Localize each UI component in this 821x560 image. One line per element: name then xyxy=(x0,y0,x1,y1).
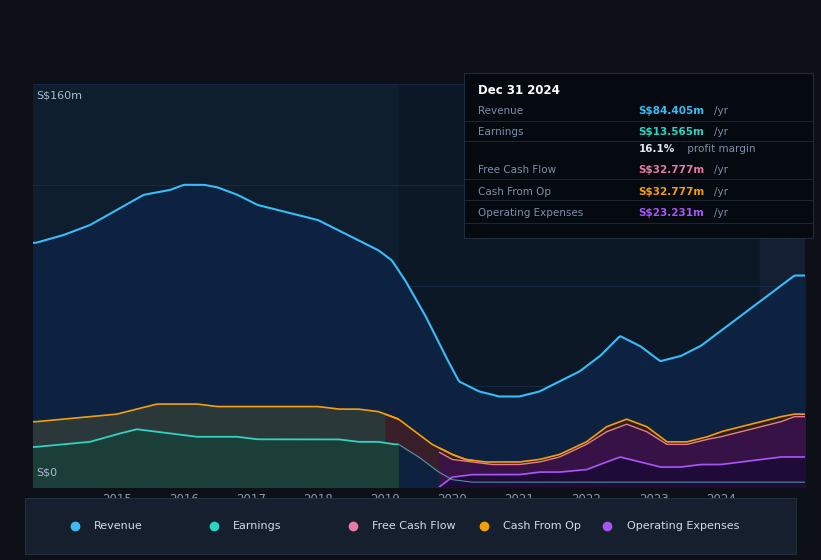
Text: 16.1%: 16.1% xyxy=(639,144,675,154)
Text: /yr: /yr xyxy=(714,165,728,175)
Text: Free Cash Flow: Free Cash Flow xyxy=(478,165,556,175)
Text: Dec 31 2024: Dec 31 2024 xyxy=(478,85,560,97)
Text: Operating Expenses: Operating Expenses xyxy=(478,208,583,218)
Text: S$32.777m: S$32.777m xyxy=(639,186,704,197)
Text: S$0: S$0 xyxy=(37,467,57,477)
Text: Earnings: Earnings xyxy=(233,521,282,531)
Text: Revenue: Revenue xyxy=(478,106,523,116)
Text: /yr: /yr xyxy=(714,106,728,116)
Text: S$84.405m: S$84.405m xyxy=(639,106,704,116)
Text: Earnings: Earnings xyxy=(478,127,523,137)
Text: S$32.777m: S$32.777m xyxy=(639,165,704,175)
Text: Operating Expenses: Operating Expenses xyxy=(626,521,739,531)
Text: Revenue: Revenue xyxy=(94,521,143,531)
Text: /yr: /yr xyxy=(714,208,728,218)
Text: Cash From Op: Cash From Op xyxy=(478,186,551,197)
Text: /yr: /yr xyxy=(714,127,728,137)
Text: /yr: /yr xyxy=(714,186,728,197)
Bar xyxy=(759,84,805,487)
Text: S$13.565m: S$13.565m xyxy=(639,127,704,137)
Bar xyxy=(398,84,805,487)
Text: profit margin: profit margin xyxy=(684,144,755,154)
Text: S$23.231m: S$23.231m xyxy=(639,208,704,218)
Text: S$160m: S$160m xyxy=(37,90,83,100)
Text: Cash From Op: Cash From Op xyxy=(503,521,581,531)
Text: Free Cash Flow: Free Cash Flow xyxy=(372,521,456,531)
Bar xyxy=(33,84,398,487)
